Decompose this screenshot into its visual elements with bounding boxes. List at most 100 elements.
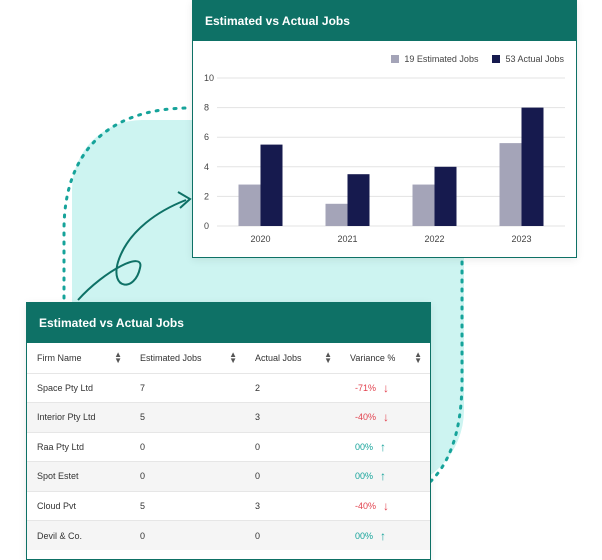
variance: 00% ↑ [350, 529, 420, 543]
variance-value: -40% [355, 412, 377, 423]
variance-value: 00% [355, 441, 374, 452]
column-header-variance[interactable]: Variance % ▲ ▼ [340, 343, 430, 373]
table-row[interactable]: Devil & Co. 0 0 00% ↑ [27, 520, 430, 550]
variance-value: 00% [355, 530, 374, 541]
arrow-up-icon: ↑ [380, 528, 387, 543]
legend-swatch-actual [492, 55, 501, 63]
legend-label-actual: 53 Actual Jobs [505, 54, 564, 64]
cell-actual: 0 [245, 431, 340, 462]
arrow-head-icon [177, 191, 192, 209]
cell-variance: -40% ↓ [340, 402, 430, 432]
jobs-table: Firm Name ▲ ▼ Estimated Jobs ▲ ▼ Actual Jo… [27, 343, 430, 550]
dotted-outline [62, 106, 192, 300]
curved-arrow [77, 199, 187, 301]
firm-name: Space Pty Ltd [37, 382, 94, 393]
column-header-actual[interactable]: Actual Jobs ▲ ▼ [245, 343, 340, 373]
firm-name: Raa Pty Ltd [37, 441, 85, 452]
x-tick-label: 2023 [511, 234, 531, 244]
firm-name: Cloud Pvt [37, 500, 77, 511]
column-header-label: Firm Name [37, 352, 82, 363]
table-row[interactable]: Cloud Pvt 5 3 -40% ↓ [27, 490, 430, 521]
cell-estimated: 0 [130, 520, 245, 550]
cell-variance: -40% ↓ [340, 490, 430, 521]
arrow-up-icon: ↑ [380, 469, 387, 484]
cell-estimated: 5 [130, 402, 245, 432]
y-tick-label: 2 [204, 191, 209, 201]
table-card: Estimated vs Actual Jobs Firm Name ▲ ▼ Es… [26, 302, 431, 560]
variance: -71% ↓ [350, 381, 420, 395]
y-tick-label: 4 [204, 162, 209, 172]
x-tick-label: 2022 [424, 234, 444, 244]
column-header-label: Actual Jobs [255, 352, 302, 363]
x-tick-label: 2021 [337, 234, 357, 244]
cell-estimated: 0 [130, 431, 245, 462]
variance: 00% ↑ [350, 469, 420, 483]
bar-estimated-2021[interactable] [325, 203, 348, 226]
table-header-row: Firm Name ▲ ▼ Estimated Jobs ▲ ▼ Actual Jo… [27, 343, 430, 373]
chart-legend: 19 Estimated Jobs 53 Actual Jobs [391, 54, 564, 64]
firm-name: Spot Estet [37, 471, 79, 482]
actual-value: 3 [255, 500, 261, 511]
arrow-down-icon: ↓ [383, 380, 390, 395]
table-row[interactable]: Interior Pty Ltd 5 3 -40% ↓ [27, 402, 430, 432]
table-row[interactable]: Raa Pty Ltd 0 0 00% ↑ [27, 431, 430, 462]
bar-chart: 0 2 4 6 8 10 2020 2021 2022 2023 [204, 73, 565, 244]
actual-value: 0 [255, 471, 261, 482]
variance-value: -71% [355, 382, 377, 393]
legend-item-actual[interactable]: 53 Actual Jobs [492, 54, 564, 64]
arrow-up-icon: ↑ [380, 439, 387, 454]
arrow-down-icon: ↓ [383, 410, 390, 425]
bar-estimated-2022[interactable] [412, 184, 435, 226]
cell-variance: -71% ↓ [340, 372, 430, 403]
cell-firm: Spot Estet [27, 461, 130, 491]
table-row[interactable]: Spot Estet 0 0 00% ↑ [27, 461, 430, 491]
cell-firm: Devil & Co. [27, 520, 130, 550]
cell-actual: 0 [245, 520, 340, 550]
firm-name: Interior Pty Ltd [37, 412, 96, 423]
cell-firm: Raa Pty Ltd [27, 431, 130, 462]
column-header-label: Variance % [350, 352, 396, 363]
variance: -40% ↓ [350, 499, 420, 513]
bar-estimated-2023[interactable] [499, 143, 522, 226]
estimated-value: 0 [140, 471, 146, 482]
cell-estimated: 5 [130, 490, 245, 521]
bar-estimated-2020[interactable] [238, 184, 261, 226]
cell-estimated: 0 [130, 461, 245, 491]
firm-name: Devil & Co. [37, 530, 83, 541]
legend-swatch-estimated [391, 55, 400, 63]
estimated-value: 0 [140, 530, 146, 541]
column-header-firm[interactable]: Firm Name ▲ ▼ [27, 343, 130, 373]
variance: -40% ↓ [350, 410, 420, 424]
bar-actual-2021[interactable] [347, 174, 370, 226]
estimated-value: 5 [140, 500, 146, 511]
sort-icon[interactable]: ▲ ▼ [229, 350, 237, 365]
cell-variance: 00% ↑ [340, 461, 430, 491]
actual-value: 0 [255, 530, 261, 541]
legend-item-estimated[interactable]: 19 Estimated Jobs [391, 54, 478, 64]
sort-icon[interactable]: ▲ ▼ [324, 350, 332, 365]
table-row[interactable]: Space Pty Ltd 7 2 -71% ↓ [27, 372, 430, 403]
cell-actual: 3 [245, 490, 340, 521]
cell-firm: Space Pty Ltd [27, 372, 130, 403]
cell-variance: 00% ↑ [340, 520, 430, 550]
chart-card: Estimated vs Actual Jobs 19 Estimated Jo… [192, 0, 577, 258]
actual-value: 0 [255, 441, 261, 452]
column-header-label: Estimated Jobs [140, 352, 202, 363]
variance-value: 00% [355, 471, 374, 482]
y-tick-label: 6 [204, 132, 209, 142]
bar-actual-2023[interactable] [521, 107, 544, 226]
cell-firm: Cloud Pvt [27, 490, 130, 521]
y-tick-label: 0 [204, 221, 209, 231]
y-tick-label: 10 [204, 73, 214, 83]
estimated-value: 7 [140, 382, 146, 393]
bar-actual-2022[interactable] [434, 166, 457, 226]
bar-actual-2020[interactable] [260, 144, 283, 226]
actual-value: 2 [255, 382, 261, 393]
cell-actual: 0 [245, 461, 340, 491]
actual-value: 3 [255, 412, 261, 423]
sort-icon[interactable]: ▲ ▼ [114, 350, 122, 365]
variance-value: -40% [355, 500, 377, 511]
sort-icon[interactable]: ▲ ▼ [414, 350, 422, 365]
chart-card-title: Estimated vs Actual Jobs [193, 1, 576, 41]
column-header-estimated[interactable]: Estimated Jobs ▲ ▼ [130, 343, 245, 373]
